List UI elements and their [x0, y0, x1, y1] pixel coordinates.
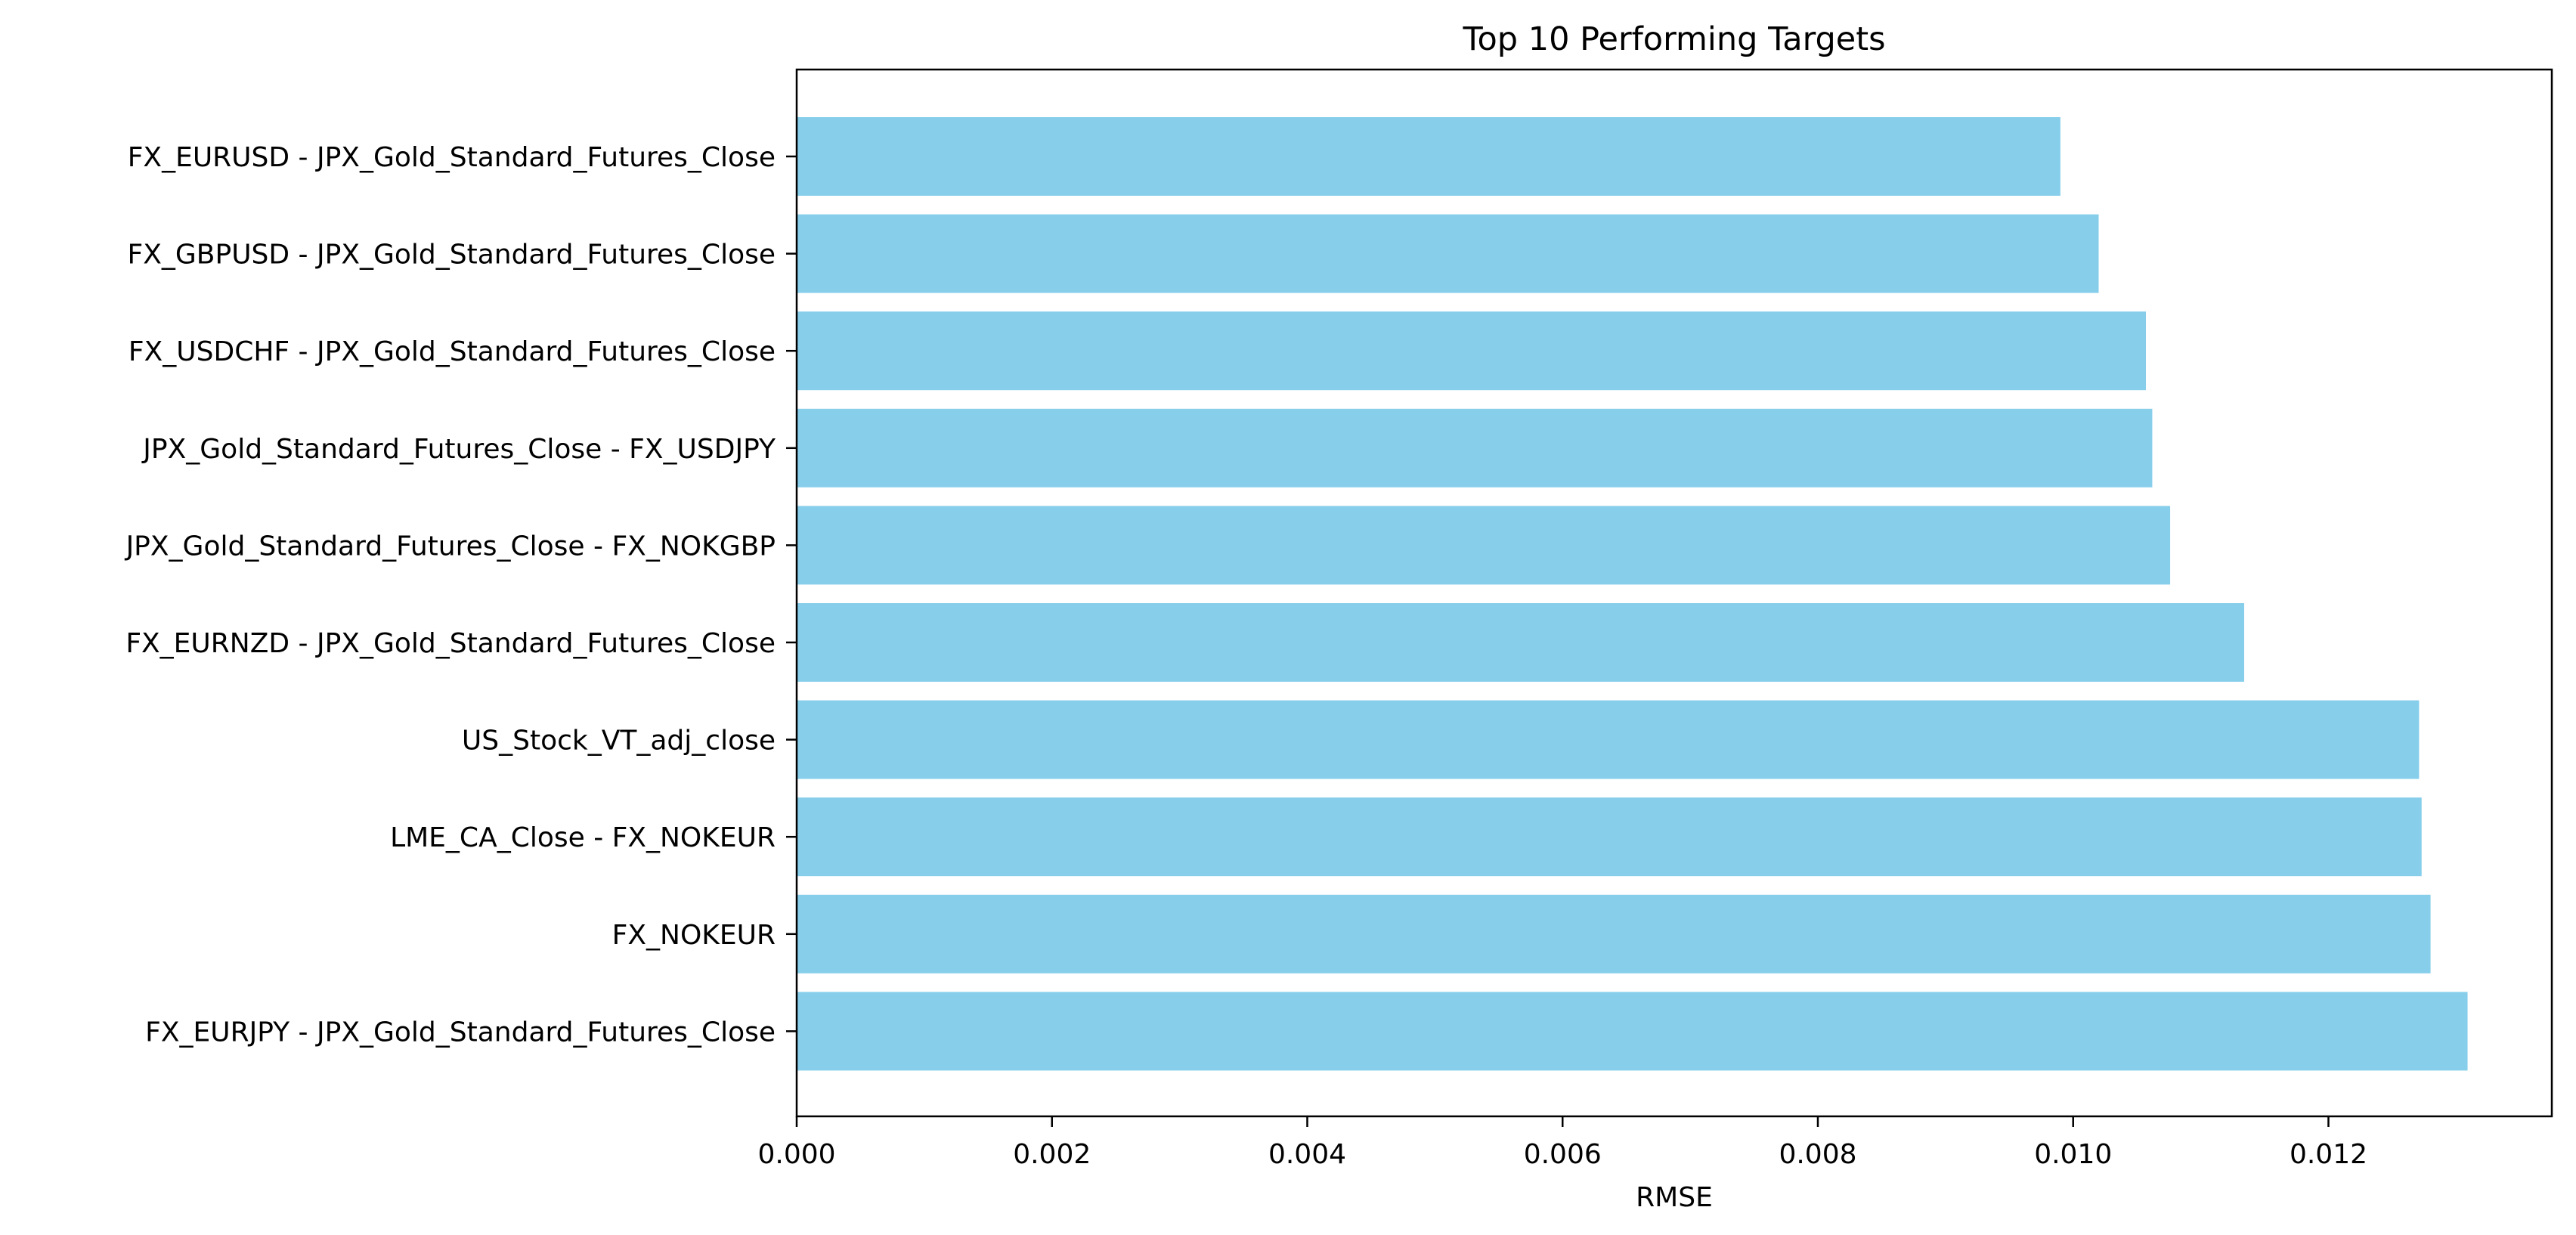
bar — [797, 117, 2060, 196]
y-tick-label: FX_USDCHF - JPX_Gold_Standard_Futures_Cl… — [128, 336, 776, 367]
bar — [797, 311, 2146, 391]
y-tick-label: FX_EURNZD - JPX_Gold_Standard_Futures_Cl… — [125, 628, 776, 659]
x-tick-label: 0.008 — [1779, 1139, 1856, 1170]
y-tick-label: LME_CA_Close - FX_NOKEUR — [390, 822, 776, 853]
y-tick-label: FX_GBPUSD - JPX_Gold_Standard_Futures_Cl… — [128, 240, 776, 271]
chart-title: Top 10 Performing Targets — [1463, 20, 1886, 58]
y-tick-label: JPX_Gold_Standard_Futures_Close - FX_USD… — [141, 434, 776, 465]
x-tick-label: 0.002 — [1013, 1139, 1091, 1170]
bar — [797, 408, 2153, 488]
bar — [797, 894, 2431, 973]
bar — [797, 700, 2420, 779]
y-tick-label: US_Stock_VT_adj_close — [462, 726, 776, 757]
bar — [797, 797, 2422, 877]
x-axis: 0.000 0.002 0.004 0.006 0.008 0.010 0.012 — [757, 1116, 2367, 1170]
x-axis-label: RMSE — [1636, 1182, 1713, 1213]
bar — [797, 992, 2468, 1071]
bar — [797, 506, 2171, 585]
bar — [797, 603, 2245, 682]
bar — [797, 214, 2099, 293]
x-tick-label: 0.010 — [2034, 1139, 2112, 1170]
y-tick-label: FX_EURUSD - JPX_Gold_Standard_Futures_Cl… — [128, 142, 776, 173]
y-tick-label: FX_EURJPY - JPX_Gold_Standard_Futures_Cl… — [145, 1017, 776, 1048]
x-tick-label: 0.006 — [1524, 1139, 1602, 1170]
bars-layer — [797, 117, 2468, 1071]
x-tick-label: 0.004 — [1268, 1139, 1346, 1170]
y-axis: FX_EURUSD - JPX_Gold_Standard_Futures_Cl… — [125, 142, 797, 1048]
y-tick-label: FX_NOKEUR — [612, 920, 776, 951]
x-tick-label: 0.012 — [2290, 1139, 2367, 1170]
plot-frame — [795, 68, 2553, 1118]
y-tick-label: JPX_Gold_Standard_Futures_Close - FX_NOK… — [125, 531, 776, 562]
x-tick-label: 0.000 — [757, 1139, 835, 1170]
